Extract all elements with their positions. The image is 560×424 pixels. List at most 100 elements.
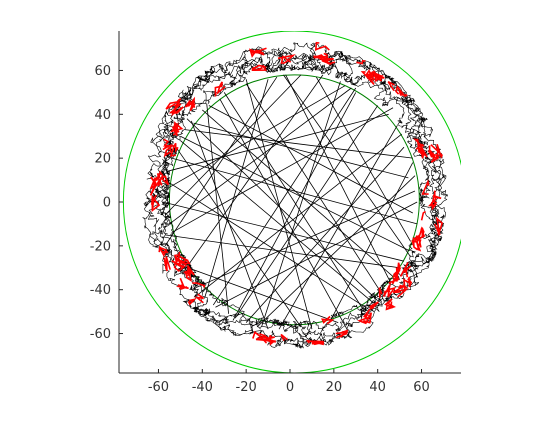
marker-cluster <box>248 47 267 58</box>
marker-cluster <box>371 70 385 82</box>
marker-cluster <box>192 282 206 288</box>
marker-cluster <box>428 145 440 163</box>
outer-arena-circle <box>122 31 461 373</box>
y-tick-label: 0 <box>103 196 111 211</box>
marker-cluster <box>163 256 171 272</box>
y-tick-label: -40 <box>90 283 111 298</box>
tick-labels: -60 -40 -20 0 20 40 60 -60 -40 -20 0 20 40 60 <box>90 64 430 395</box>
crossing-trajectory-line <box>164 234 400 269</box>
marker-cluster <box>169 142 179 157</box>
marker-cluster <box>392 284 410 298</box>
inner-arena-circle <box>168 74 420 326</box>
crossing-trajectory-line <box>190 120 269 330</box>
x-tick-label: 0 <box>286 380 294 395</box>
marker-cluster <box>259 335 277 346</box>
marker-cluster <box>388 273 400 285</box>
crossing-trajectory-line <box>180 140 374 304</box>
x-tick-label: -20 <box>236 380 257 395</box>
crossing-trajectory-line <box>206 103 230 314</box>
marker-cluster <box>158 244 168 258</box>
marker-cluster <box>321 315 335 325</box>
crossing-trajectory-line <box>232 92 357 321</box>
marker-cluster <box>434 216 444 237</box>
marker-points <box>149 41 444 346</box>
crossing-trajectory-line <box>164 74 302 216</box>
crossing-trajectory-line <box>208 105 413 214</box>
marker-cluster <box>356 59 366 65</box>
ring-trajectory-line <box>142 42 448 349</box>
marker-cluster <box>149 174 161 190</box>
marker-cluster <box>159 175 170 186</box>
crossing-trajectory-line <box>184 129 413 159</box>
marker-cluster <box>399 262 411 278</box>
marker-cluster <box>251 64 268 71</box>
marker-cluster <box>277 54 296 64</box>
marker-cluster <box>156 170 164 187</box>
marker-cluster <box>357 312 372 325</box>
marker-cluster <box>151 194 161 213</box>
crossing-trajectory-line <box>219 98 348 330</box>
x-tick-label: -60 <box>148 380 169 395</box>
crossing-trajectory-line <box>191 190 416 291</box>
crossing-trajectory-line <box>164 76 278 247</box>
crossing-trajectory-line <box>329 162 414 323</box>
marker-cluster <box>360 71 375 86</box>
y-tick-label: 40 <box>94 108 111 123</box>
crossing-trajectory-line <box>171 107 394 234</box>
crossing-trajectory-line <box>169 87 352 225</box>
marker-cluster <box>184 96 196 112</box>
crossing-trajectory-line <box>186 118 378 301</box>
crossing-trajectory-line <box>193 122 409 179</box>
x-tick-label: -40 <box>192 380 213 395</box>
marker-cluster <box>427 194 438 211</box>
crossing-trajectory-line <box>315 76 411 242</box>
marker-cluster <box>363 303 376 319</box>
crossing-trajectory-line <box>283 74 411 258</box>
marker-cluster <box>421 179 430 195</box>
marker-cluster <box>163 138 170 149</box>
marker-cluster <box>305 339 325 346</box>
crossing-trajectory-line <box>256 175 416 328</box>
y-tick-label: -20 <box>90 239 111 254</box>
crossing-trajectory-line <box>195 133 403 297</box>
trajectory-path <box>142 42 448 349</box>
marker-cluster <box>313 52 329 64</box>
crossing-trajectory-line <box>175 263 339 323</box>
marker-cluster <box>168 103 184 117</box>
crossing-trajectory-line <box>167 113 389 172</box>
y-tick-label: -60 <box>90 327 111 342</box>
marker-cluster <box>175 253 191 267</box>
axes <box>118 31 461 374</box>
marker-cluster <box>171 258 186 273</box>
crossing-trajectory-line <box>202 109 394 277</box>
marker-cluster <box>369 301 379 310</box>
y-tick-label: 20 <box>94 152 111 167</box>
x-tick-label: 60 <box>413 380 430 395</box>
crossing-trajectory-line <box>184 74 324 271</box>
marker-cluster <box>416 226 426 243</box>
marker-cluster <box>317 57 336 65</box>
marker-cluster <box>182 265 195 282</box>
marker-cluster <box>378 287 383 298</box>
marker-cluster <box>214 81 226 97</box>
marker-cluster <box>187 298 197 306</box>
crossing-trajectory-line <box>278 125 398 330</box>
marker-cluster <box>314 41 330 51</box>
marker-cluster <box>430 144 443 161</box>
marker-cluster <box>383 284 397 298</box>
arena-circles <box>122 31 461 373</box>
marker-cluster <box>395 262 401 277</box>
marker-cluster <box>149 180 160 196</box>
crossing-trajectory-line <box>223 92 365 312</box>
x-tick-label: 20 <box>326 380 343 395</box>
crossing-trajectory-line <box>180 135 409 251</box>
marker-cluster <box>411 237 422 251</box>
x-tick-label: 40 <box>369 380 386 395</box>
crossing-trajectory-line <box>175 146 302 328</box>
crossing-trajectory-line <box>212 87 357 306</box>
crossing-trajectory-line <box>204 79 269 299</box>
y-tick-label: 60 <box>94 64 111 79</box>
crossing-trajectory-line <box>234 105 379 319</box>
